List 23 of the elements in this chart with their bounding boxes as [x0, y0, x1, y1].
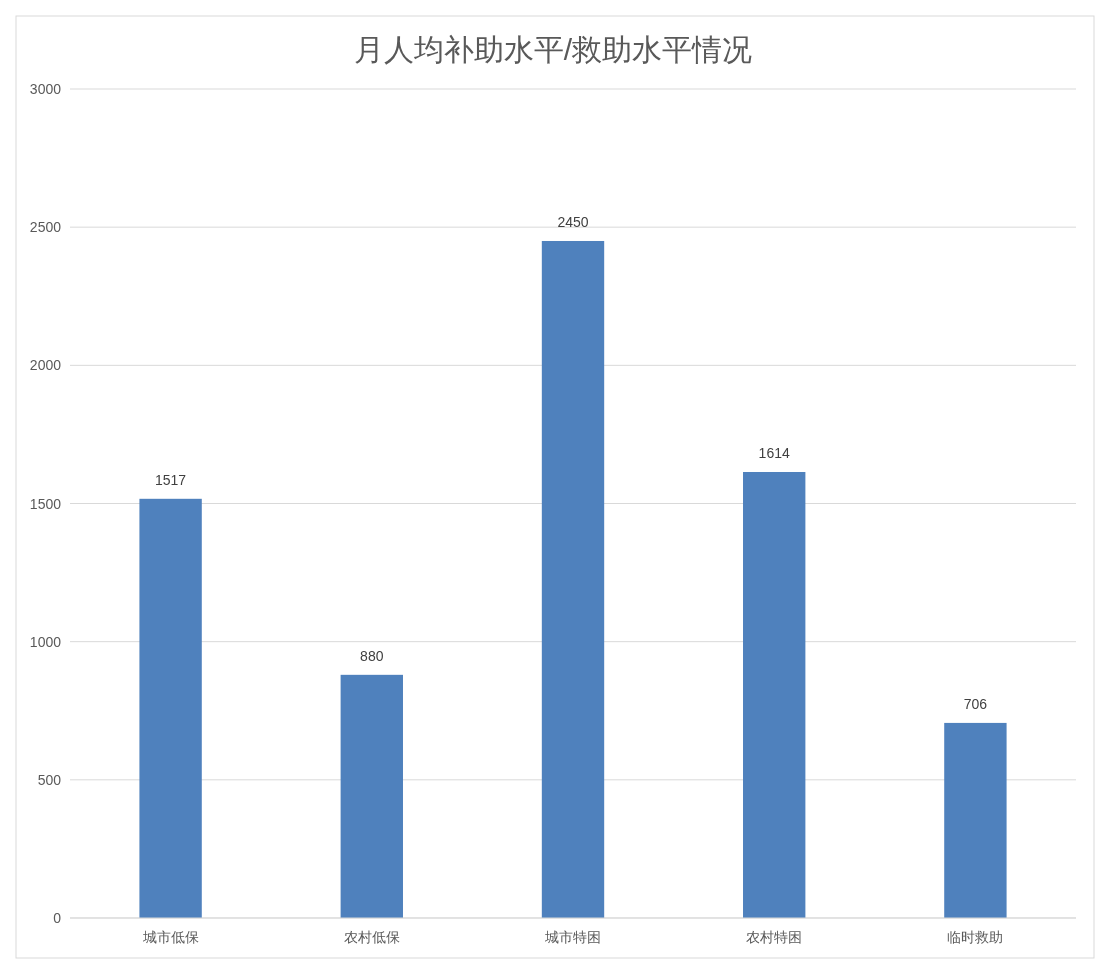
y-tick-label: 0: [53, 910, 62, 926]
x-tick-label: 城市特困: [544, 929, 601, 945]
y-tick-label: 1000: [29, 633, 62, 650]
y-tick-label: 2000: [29, 357, 62, 374]
data-label: 706: [963, 695, 988, 712]
chart-title: 月人均补助水平/救助水平情况: [353, 33, 753, 66]
bar: [944, 722, 1007, 918]
data-label: 1517: [155, 471, 187, 488]
bar: [139, 498, 202, 918]
y-tick-label: 500: [37, 771, 62, 788]
bar: [340, 674, 403, 918]
data-label: 880: [360, 647, 384, 664]
x-tick-label: 城市低保: [141, 929, 199, 945]
x-tick-label: 农村特困: [746, 929, 803, 945]
x-tick-label: 农村低保: [343, 929, 400, 945]
y-tick-label: 1500: [29, 495, 62, 512]
y-tick-label: 3000: [29, 81, 62, 97]
bar: [541, 240, 605, 918]
data-label: 1614: [758, 445, 790, 461]
y-tick-label: 2500: [29, 219, 62, 236]
data-label: 2450: [557, 213, 589, 230]
x-tick-label: 临时救助: [947, 929, 1004, 945]
bar: [743, 472, 806, 918]
